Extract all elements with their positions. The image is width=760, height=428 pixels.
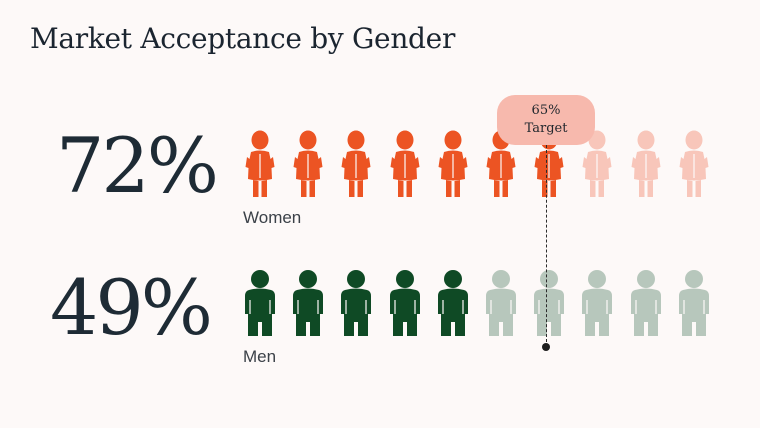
man-figure-icon [534,270,565,336]
man-figure-icon [582,270,613,336]
target-line [546,145,547,347]
woman-figure-icon [486,130,516,197]
woman-figure-icon [631,130,661,197]
woman-figure-icon [293,130,323,197]
man-figure-icon [293,270,324,336]
woman-figure-icon [390,130,420,197]
woman-figure-icon [341,130,371,197]
man-figure-icon [389,270,420,336]
target-caption: Target [524,121,568,136]
man-figure-icon [486,270,516,336]
man-figure-icon [630,270,661,336]
men-percentage: 49% [50,263,213,352]
target-bubble: 65% Target [497,95,595,145]
woman-figure-icon [679,130,709,197]
woman-figure-icon [438,130,468,197]
woman-figure-icon [582,130,612,197]
women-label: Women [243,208,302,227]
man-figure-icon [678,270,709,336]
women-icon-row [240,130,720,202]
men-icon-row [240,270,720,342]
women-percentage: 72% [56,121,219,210]
man-figure-icon [437,270,468,336]
men-label: Men [243,347,277,366]
chart-title: Market Acceptance by Gender [30,22,456,55]
man-figure-icon [245,270,275,336]
target-dot [542,343,550,351]
man-figure-icon [341,270,372,336]
target-value: 65% [531,103,561,118]
woman-figure-icon [245,130,275,197]
